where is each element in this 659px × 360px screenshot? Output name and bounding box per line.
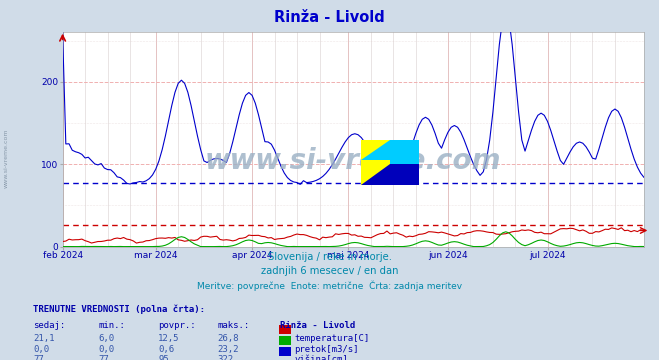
Bar	[361, 139, 390, 185]
Text: 77: 77	[99, 355, 109, 360]
Polygon shape	[361, 165, 390, 185]
Text: Slovenija / reke in morje.: Slovenija / reke in morje.	[268, 252, 391, 262]
Text: Rinža - Livold: Rinža - Livold	[274, 10, 385, 25]
Text: sedaj:: sedaj:	[33, 321, 65, 330]
Text: 0,0: 0,0	[33, 345, 49, 354]
Text: višina[cm]: višina[cm]	[295, 355, 349, 360]
Text: 0,0: 0,0	[99, 345, 115, 354]
Text: 95: 95	[158, 355, 169, 360]
Text: 26,8: 26,8	[217, 334, 239, 343]
Text: povpr.:: povpr.:	[158, 321, 196, 330]
Text: www.si-vreme.com: www.si-vreme.com	[4, 129, 9, 188]
Text: 322: 322	[217, 355, 233, 360]
Text: 23,2: 23,2	[217, 345, 239, 354]
Polygon shape	[361, 139, 390, 160]
Text: temperatura[C]: temperatura[C]	[295, 334, 370, 343]
Text: 21,1: 21,1	[33, 334, 55, 343]
Text: zadnjih 6 mesecev / en dan: zadnjih 6 mesecev / en dan	[261, 266, 398, 276]
Text: 0,6: 0,6	[158, 345, 174, 354]
Text: Meritve: povprečne  Enote: metrične  Črta: zadnja meritev: Meritve: povprečne Enote: metrične Črta:…	[197, 281, 462, 291]
Text: Rinža - Livold: Rinža - Livold	[280, 321, 355, 330]
Text: www.si-vreme.com: www.si-vreme.com	[205, 147, 501, 175]
Text: maks.:: maks.:	[217, 321, 250, 330]
Text: 12,5: 12,5	[158, 334, 180, 343]
Text: pretok[m3/s]: pretok[m3/s]	[295, 345, 359, 354]
Text: 6,0: 6,0	[99, 334, 115, 343]
Bar	[390, 140, 419, 165]
Text: min.:: min.:	[99, 321, 126, 330]
Bar	[390, 165, 419, 185]
Text: 77: 77	[33, 355, 43, 360]
Text: TRENUTNE VREDNOSTI (polna črta):: TRENUTNE VREDNOSTI (polna črta):	[33, 304, 205, 314]
